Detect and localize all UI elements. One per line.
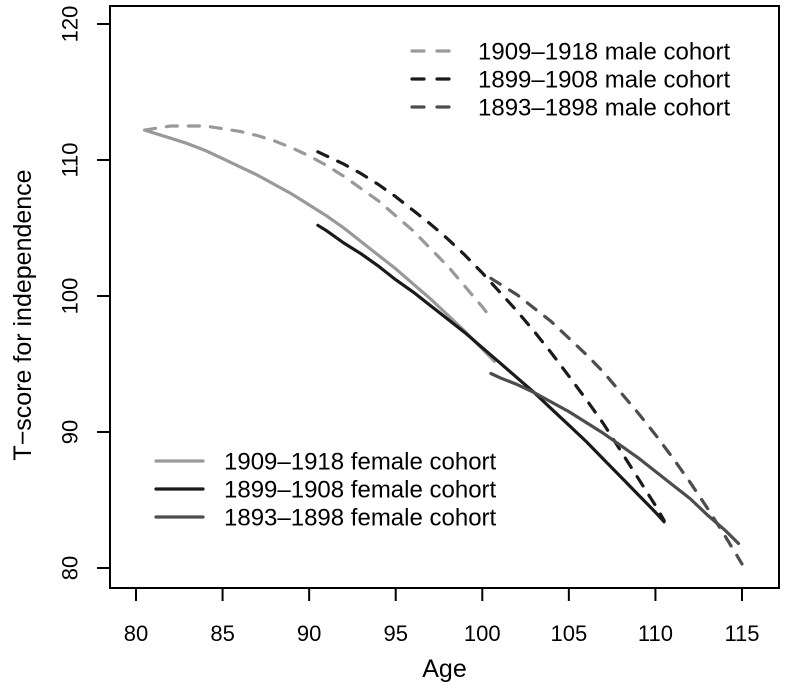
series-female-1893-1898 <box>489 371 741 546</box>
legend-label-male-1909-1918: 1909–1918 male cohort <box>478 38 731 65</box>
x-tick-label-115: 115 <box>724 621 759 646</box>
series-female-1899-1908 <box>316 223 666 524</box>
legend-label-female-1893-1898: 1893–1898 female cohort <box>224 504 497 531</box>
legend-label-male-1893-1898: 1893–1898 male cohort <box>478 94 731 121</box>
y-tick-label-90: 90 <box>58 420 83 444</box>
x-axis-title: Age <box>422 655 466 683</box>
legend-label-male-1899-1908: 1899–1908 male cohort <box>478 66 731 93</box>
series-male-1899-1908 <box>316 150 666 523</box>
y-tick-label-120: 120 <box>58 6 83 43</box>
y-tick-label-100: 100 <box>58 278 83 315</box>
x-tick-label-105: 105 <box>550 621 587 646</box>
series-male-1909-1918 <box>143 124 493 320</box>
x-tick-label-80: 80 <box>124 621 148 646</box>
y-axis-title: T−score for independence <box>9 169 37 460</box>
y-tick-label-80: 80 <box>58 556 83 580</box>
y-tick-label-110: 110 <box>58 142 83 177</box>
x-tick-label-95: 95 <box>383 621 407 646</box>
x-tick-label-100: 100 <box>464 621 501 646</box>
series-female-1909-1918 <box>143 128 496 363</box>
x-tick-label-110: 110 <box>638 621 673 646</box>
legend-label-female-1909-1918: 1909–1918 female cohort <box>224 448 497 475</box>
legend-label-female-1899-1908: 1899–1908 female cohort <box>224 476 497 503</box>
x-tick-label-90: 90 <box>297 621 321 646</box>
series-male-1893-1898 <box>489 276 744 566</box>
x-tick-label-85: 85 <box>210 621 234 646</box>
